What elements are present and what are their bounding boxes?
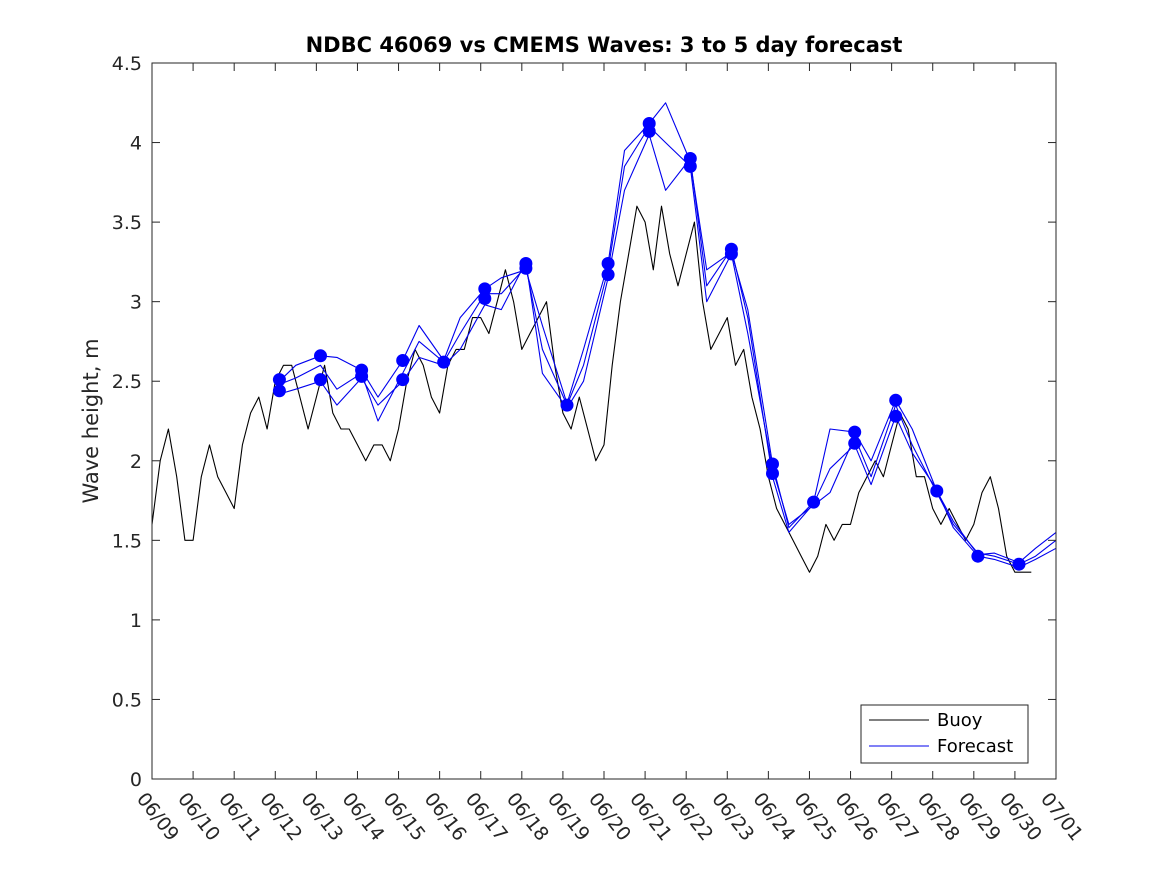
forecast-marker bbox=[478, 292, 492, 305]
forecast-marker bbox=[766, 467, 779, 480]
forecast-marker bbox=[314, 349, 327, 363]
legend-forecast-label: Forecast bbox=[937, 736, 1013, 757]
x-tick-label: 06/25 bbox=[790, 789, 841, 846]
x-tick-label: 06/21 bbox=[625, 789, 676, 846]
forecast-marker bbox=[601, 268, 615, 282]
x-tick-label: 06/10 bbox=[173, 789, 224, 846]
x-tick-label: 07/01 bbox=[1036, 789, 1087, 846]
y-tick-label: 2.5 bbox=[112, 371, 142, 393]
forecast-marker bbox=[724, 247, 738, 261]
y-tick-label: 3.5 bbox=[112, 212, 142, 234]
x-tick-label: 06/17 bbox=[461, 789, 512, 846]
forecast-series-line-3 bbox=[279, 102, 1057, 564]
forecast-marker bbox=[848, 436, 862, 450]
x-tick-label: 06/29 bbox=[954, 789, 1005, 846]
x-tick-label: 06/16 bbox=[420, 789, 471, 846]
y-tick-label: 0 bbox=[130, 769, 142, 791]
x-tick-label: 06/27 bbox=[872, 789, 923, 846]
forecast-marker bbox=[519, 261, 533, 275]
forecast-marker bbox=[766, 457, 779, 471]
legend: Buoy Forecast bbox=[860, 704, 1029, 764]
x-tick-label: 06/26 bbox=[831, 789, 882, 846]
x-tick-label: 06/15 bbox=[379, 789, 430, 846]
forecast-marker bbox=[1012, 557, 1026, 571]
forecast-series-line-2 bbox=[279, 134, 1057, 568]
forecast-marker bbox=[560, 398, 574, 412]
x-tick-label: 06/19 bbox=[543, 789, 594, 846]
forecast-marker bbox=[930, 484, 944, 498]
x-tick-label: 06/20 bbox=[584, 789, 635, 846]
x-tick-label: 06/12 bbox=[255, 789, 306, 846]
forecast-marker bbox=[272, 373, 286, 387]
x-tick-label: 06/13 bbox=[296, 789, 347, 846]
forecast-marker bbox=[314, 373, 327, 387]
y-tick-label: 3 bbox=[130, 292, 142, 314]
forecast-marker bbox=[642, 124, 656, 138]
y-tick-label: 4.5 bbox=[112, 53, 142, 75]
forecast-marker bbox=[396, 354, 410, 367]
forecast-marker bbox=[601, 257, 615, 270]
plot-area bbox=[151, 63, 1057, 779]
legend-buoy-label: Buoy bbox=[937, 710, 983, 731]
x-tick-label: 06/23 bbox=[707, 789, 758, 846]
forecast-marker bbox=[848, 425, 862, 439]
buoy-series-line bbox=[151, 205, 1032, 573]
forecast-marker bbox=[478, 282, 492, 296]
x-tick-label: 06/22 bbox=[666, 789, 717, 846]
forecast-marker bbox=[971, 549, 985, 563]
y-tick-label: 1.5 bbox=[112, 530, 142, 552]
x-tick-label: 06/24 bbox=[748, 789, 799, 846]
x-tick-label: 06/14 bbox=[338, 789, 389, 846]
y-tick-label: 2 bbox=[130, 451, 142, 473]
forecast-marker bbox=[272, 384, 286, 398]
x-tick-label: 06/09 bbox=[132, 789, 183, 846]
x-tick-label: 06/30 bbox=[995, 789, 1046, 846]
y-tick-label: 1 bbox=[130, 610, 142, 632]
forecast-marker bbox=[889, 393, 903, 407]
y-tick-label: 0.5 bbox=[112, 689, 142, 711]
x-tick-label: 06/18 bbox=[502, 789, 553, 846]
forecast-marker bbox=[355, 369, 369, 383]
y-axis-label: Wave height, m bbox=[79, 338, 103, 503]
y-tick-label: 4 bbox=[130, 133, 142, 155]
forecast-marker bbox=[437, 355, 451, 369]
forecast-marker bbox=[807, 495, 821, 509]
forecast-marker bbox=[396, 373, 410, 387]
plot-background bbox=[152, 63, 1056, 779]
legend-box bbox=[860, 704, 1029, 764]
x-tick-label: 06/28 bbox=[913, 789, 964, 846]
forecast-marker bbox=[683, 159, 697, 173]
chart-title: NDBC 46069 vs CMEMS Waves: 3 to 5 day fo… bbox=[306, 33, 903, 57]
forecast-marker bbox=[889, 409, 903, 423]
x-tick-label: 06/11 bbox=[214, 789, 265, 846]
